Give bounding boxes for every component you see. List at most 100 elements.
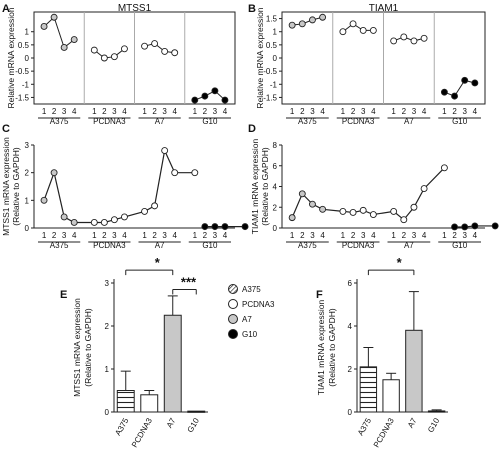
data-point (60, 44, 68, 51)
x-tick-label: 2 (351, 107, 356, 116)
x-tick-label: G10 (186, 416, 202, 434)
y-tick-label: 2 (273, 203, 278, 212)
bar-a7 (163, 314, 182, 413)
group-label: A375 (298, 241, 317, 250)
x-tick-label: 3 (310, 231, 315, 240)
data-point (70, 219, 78, 226)
x-tick-label: 4 (473, 107, 478, 116)
data-point (161, 47, 169, 55)
chart-title: MTSS1 (118, 3, 152, 14)
y-axis-label-2: (Relative to GAPDH) (260, 147, 270, 226)
y-axis-label: TIAM1 mRNA expression (316, 300, 326, 396)
series-line (393, 36, 425, 42)
data-point (420, 185, 428, 193)
x-tick-label: 3 (213, 107, 218, 116)
data-point (141, 207, 149, 215)
bar-g10 (427, 410, 446, 413)
legend-marker (228, 314, 238, 324)
x-tick-label: 3 (112, 231, 117, 240)
data-point (400, 216, 408, 224)
group-label: A7 (155, 241, 165, 250)
x-tick-label: 3 (361, 107, 366, 116)
y-tick-label: 8 (273, 141, 278, 150)
y-tick-label: 0 (105, 408, 110, 417)
significance-label: *** (181, 274, 197, 289)
data-point (100, 219, 108, 226)
x-tick-label: 1 (391, 231, 396, 240)
group-label: A375 (298, 117, 317, 126)
legend-label: A7 (242, 315, 252, 324)
x-tick-label: 4 (422, 231, 427, 240)
bar-chart-tiam1: 0 2 4 6 TIAM1 mRNA expression (Relative to GA… (316, 255, 448, 449)
data-point (50, 13, 58, 21)
x-tick-label: G10 (426, 416, 442, 434)
x-tick-label: PCDNA3 (372, 416, 396, 449)
x-tick-label: 1 (290, 107, 295, 116)
y-axis-label: Relative mRNA expression (255, 7, 265, 108)
data-point (110, 53, 118, 61)
bar-g10 (187, 410, 206, 413)
y-tick-label: 1 (25, 28, 30, 37)
data-point (221, 96, 229, 104)
significance-label: * (155, 255, 161, 270)
x-tick-label: 1 (341, 107, 346, 116)
y-tick-label: 4 (348, 322, 353, 331)
x-tick-label: 1 (92, 231, 97, 240)
x-tick-label: 1 (442, 231, 447, 240)
x-tick-label: 1 (142, 107, 147, 116)
y-axis-label: MTSS1 mRNA expression (1, 137, 11, 236)
x-tick-label: 3 (162, 231, 167, 240)
y-tick-label: 2 (105, 322, 110, 331)
data-point (161, 147, 169, 154)
data-point (211, 87, 219, 95)
x-tick-label: 2 (152, 107, 157, 116)
x-tick-label: 4 (122, 107, 127, 116)
data-point (90, 219, 98, 226)
x-tick-label: 2 (152, 231, 157, 240)
x-tick-label: 4 (223, 107, 228, 116)
y-tick-label: 3 (105, 279, 110, 288)
x-tick-label: 2 (402, 231, 407, 240)
legend: A375 PCDNA3 A7 G10 (228, 284, 275, 339)
series-line (292, 16, 323, 26)
data-point (390, 207, 398, 215)
y-axis-label: MTSS1 mRNA expression (72, 298, 82, 397)
x-tick-label: 2 (102, 231, 107, 240)
x-tick-label: 1 (290, 231, 295, 240)
y-tick-label: 1 (25, 196, 30, 205)
data-point (461, 223, 469, 231)
x-tick-label: A7 (165, 416, 178, 429)
y-tick-label: 0.5 (18, 41, 30, 50)
data-point (359, 26, 367, 34)
x-tick-label: 3 (112, 107, 117, 116)
x-tick-label: 1 (442, 107, 447, 116)
data-point (319, 205, 327, 213)
data-point (451, 92, 458, 100)
data-point (151, 40, 159, 47)
group-label: PCDNA3 (93, 117, 126, 126)
series-line (144, 42, 175, 54)
group-label: A375 (50, 117, 69, 126)
data-point (410, 37, 418, 45)
x-tick-label: 3 (310, 107, 315, 116)
x-tick-label: 4 (422, 107, 427, 116)
data-point (201, 92, 209, 100)
group-label: A7 (404, 241, 414, 250)
legend-label: G10 (242, 330, 258, 339)
series-line-g10 (454, 225, 496, 228)
x-tick-label: 2 (402, 107, 407, 116)
data-point (471, 222, 479, 230)
data-point (420, 34, 428, 42)
data-point (309, 200, 316, 208)
data-point (390, 37, 398, 45)
data-point (369, 26, 377, 34)
x-tick-label: PCDNA3 (130, 416, 154, 449)
y-tick-label: 0 (273, 224, 278, 233)
legend-label: PCDNA3 (242, 300, 275, 309)
x-tick-label: 3 (361, 231, 366, 240)
data-point (241, 223, 249, 231)
panel-letter-f: F (316, 289, 323, 301)
x-tick-label: 4 (371, 231, 376, 240)
